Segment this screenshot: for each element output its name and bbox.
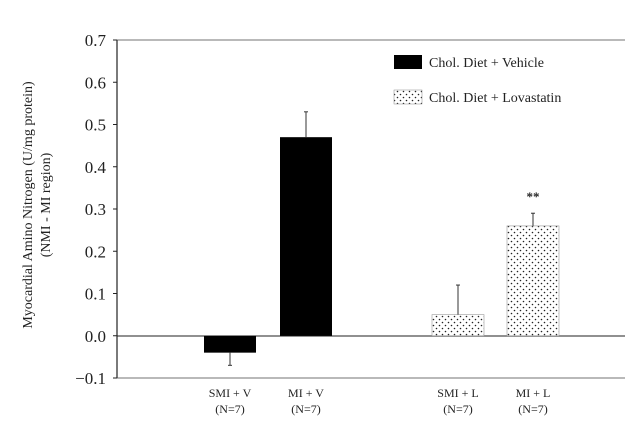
y-axis-label: Myocardial Amino Nitrogen (U/mg protein) — [21, 81, 36, 329]
y-ticks: −0.1 0.0 0.1 0.2 0.3 0.4 0.5 0.6 0.7 — [75, 31, 117, 388]
y-tick-label: 0.6 — [85, 73, 106, 92]
significance-marker: ** — [527, 189, 540, 204]
legend-swatch-vehicle — [394, 55, 422, 69]
bar — [280, 137, 332, 336]
category-label: SMI + L — [437, 386, 478, 400]
legend-swatch-lovastatin — [393, 89, 423, 105]
y-tick-label: 0.5 — [85, 116, 106, 135]
legend: Chol. Diet + Vehicle Chol. Diet + Lovast… — [393, 55, 561, 106]
category-n-label: (N=7) — [291, 402, 320, 416]
y-tick-label: −0.1 — [75, 369, 106, 388]
y-tick-label: 0.3 — [85, 200, 106, 219]
category-n-label: (N=7) — [443, 402, 472, 416]
category-label: SMI + V — [209, 386, 252, 400]
category-label: MI + V — [288, 386, 324, 400]
y-tick-label: 0.2 — [85, 242, 106, 261]
y-tick-label: 0.4 — [85, 158, 107, 177]
category-label: MI + L — [516, 386, 551, 400]
bar — [431, 314, 485, 337]
y-tick-label: 0.1 — [85, 285, 106, 304]
legend-label-vehicle: Chol. Diet + Vehicle — [429, 56, 544, 71]
category-n-label: (N=7) — [215, 402, 244, 416]
y-axis-label-sub: (NMI - MI region) — [39, 152, 54, 257]
y-tick-label: 0.7 — [85, 31, 107, 50]
y-tick-label: 0.0 — [85, 327, 106, 346]
bar — [506, 225, 560, 337]
bars-group — [204, 137, 560, 353]
category-n-label: (N=7) — [518, 402, 547, 416]
category-labels: SMI + V (N=7) MI + V (N=7) SMI + L (N=7) MI + … — [209, 386, 551, 416]
bar — [204, 335, 256, 353]
error-bars-group: ** — [228, 111, 540, 366]
legend-label-lovastatin: Chol. Diet + Lovastatin — [429, 91, 561, 106]
